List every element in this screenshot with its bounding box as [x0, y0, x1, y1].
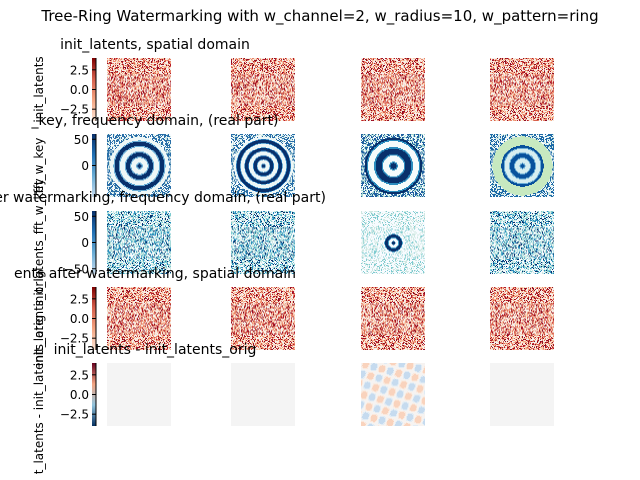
row-title: fter watermarking, frequency domain, (re…	[0, 190, 326, 206]
heatmap-panel-1	[107, 287, 171, 350]
heatmap-panel-4	[490, 363, 554, 426]
heatmap-panel-3	[361, 287, 425, 350]
heatmap-panel-1	[107, 363, 171, 426]
row-title: _key, frequency domain, (real part)	[30, 113, 278, 129]
row-title: ents after watermarking, spatial domain	[14, 266, 296, 282]
y-tick-label: 0.0	[70, 83, 89, 97]
y-axis-label: fft_w_key	[32, 138, 46, 194]
y-tick-label: 0.0	[70, 312, 89, 326]
y-tick-label: 2.5	[70, 63, 89, 77]
heatmap-row-2: _key, frequency domain, (real part) fft_w…	[30, 113, 554, 197]
y-tick-label: −2.5	[60, 408, 89, 422]
heatmap-panel-4	[490, 211, 554, 274]
y-axis-label: init_latents_fft_w_key	[32, 178, 46, 306]
y-axis-label: init_latents_orig	[32, 271, 46, 367]
y-tick-label: −2.5	[60, 332, 89, 346]
y-tick-label: 0.0	[70, 388, 89, 402]
heatmap-row-3: fter watermarking, frequency domain, (re…	[0, 178, 554, 307]
y-tick-label: 50	[74, 133, 89, 147]
heatmap-row-1: init_latents, spatial domain init_latents…	[32, 37, 554, 123]
heatmap-grid: init_latents, spatial domain init_latents…	[0, 37, 554, 474]
heatmap-panel-2	[231, 134, 295, 197]
heatmap-panel-3	[361, 134, 425, 197]
heatmap-panel-2	[231, 363, 295, 426]
heatmap-panel-3	[361, 211, 425, 274]
heatmap-panel-4	[490, 287, 554, 350]
y-tick-label: 0	[81, 236, 89, 250]
y-axis-label: init_latents	[32, 56, 46, 122]
heatmap-row-4: ents after watermarking, spatial domaini…	[14, 266, 554, 366]
y-tick-label: 2.5	[70, 368, 89, 382]
heatmap-panel-2	[231, 287, 295, 350]
y-axis-label: t_latents - init_latents_orig	[32, 315, 46, 475]
y-tick-label: 0	[81, 159, 89, 173]
y-tick-label: −50	[64, 262, 89, 276]
heatmap-panel-2	[231, 211, 295, 274]
figure-title: Tree-Ring Watermarking with w_channel=2,…	[40, 7, 598, 26]
heatmap-panel-4	[490, 134, 554, 197]
heatmap-panel-1	[107, 211, 171, 274]
heatmap-panel-3	[361, 58, 425, 121]
row-title: init_latents, spatial domain	[60, 37, 250, 53]
y-tick-label: 2.5	[70, 292, 89, 306]
y-tick-label: 50	[74, 210, 89, 224]
heatmap-panel-1	[107, 58, 171, 121]
heatmap-panel-3	[361, 363, 425, 426]
heatmap-row-5: init_latents - init_latents_orig t_latent…	[32, 315, 554, 475]
heatmap-panel-4	[490, 58, 554, 121]
heatmap-panel-1	[107, 134, 171, 197]
row-title: init_latents - init_latents_orig	[54, 342, 257, 358]
heatmap-panel-2	[231, 58, 295, 121]
y-tick-label: −2.5	[60, 103, 89, 117]
